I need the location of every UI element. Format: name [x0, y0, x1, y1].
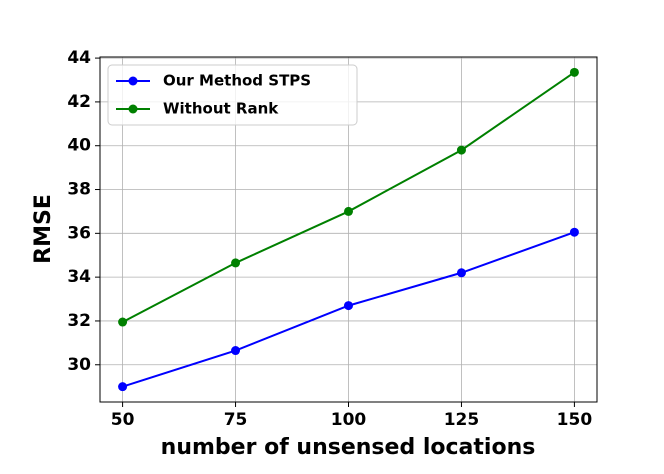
y-tick-label: 34 [67, 267, 91, 287]
x-axis-label: number of unsensed locations [161, 435, 536, 460]
data-point [456, 145, 466, 155]
data-point [344, 206, 353, 216]
legend-box [107, 64, 358, 126]
y-axis-label: RMSE [31, 194, 56, 264]
data-point [118, 382, 128, 392]
x-tick-label: 125 [444, 410, 480, 430]
data-point [569, 227, 579, 237]
legend: Our Method STPS Without Rank [107, 64, 358, 126]
legend-label: Our Method STPS [163, 72, 311, 90]
plot-frame [99, 56, 598, 403]
legend-marker [128, 104, 138, 114]
y-tick-label: 42 [67, 92, 91, 112]
legend-label: Without Rank [163, 100, 279, 118]
y-tick-label: 40 [67, 136, 91, 156]
x-tick-label: 50 [111, 410, 135, 430]
data-point [118, 317, 128, 327]
data-point [344, 301, 353, 311]
y-tick-label: 38 [67, 180, 91, 200]
y-tick-label: 36 [67, 223, 91, 243]
legend-marker [128, 76, 138, 86]
y-tick-label: 30 [67, 355, 91, 375]
data-point [231, 346, 241, 356]
x-tick-label: 150 [557, 410, 593, 430]
data-point [231, 258, 241, 268]
y-tick-label: 32 [67, 311, 91, 331]
x-tick-label: 75 [224, 410, 248, 430]
data-point [569, 67, 579, 77]
x-tick-label: 100 [331, 410, 367, 430]
data-point [456, 268, 466, 278]
y-tick-label: 44 [67, 48, 91, 68]
